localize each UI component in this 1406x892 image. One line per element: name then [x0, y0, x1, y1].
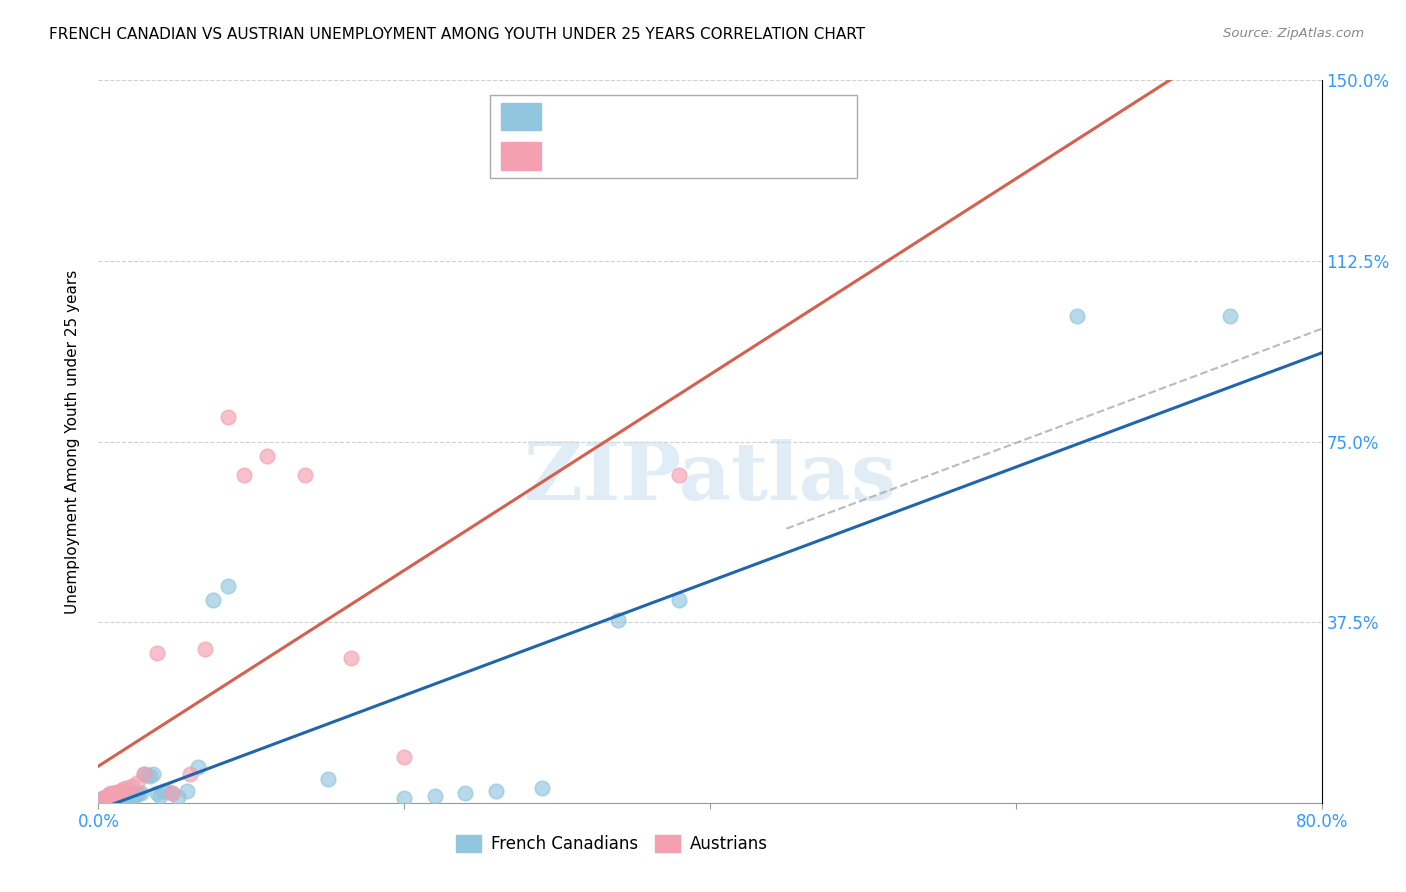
Point — [115, 781, 138, 796]
Point — [121, 787, 143, 801]
Point — [668, 593, 690, 607]
Point — [94, 790, 117, 805]
Point — [139, 769, 162, 783]
Point — [129, 786, 152, 800]
Text: ZIPatlas: ZIPatlas — [524, 439, 896, 516]
Point — [107, 789, 129, 803]
Point — [124, 789, 146, 803]
Point — [100, 786, 122, 800]
Point — [94, 790, 117, 805]
Point — [125, 775, 148, 789]
Legend: French Canadians, Austrians: French Canadians, Austrians — [450, 828, 775, 860]
Point — [98, 787, 121, 801]
Point — [101, 791, 124, 805]
Point — [118, 786, 141, 800]
Point — [97, 789, 120, 803]
Point — [485, 784, 508, 798]
Point — [103, 789, 125, 803]
Text: Source: ZipAtlas.com: Source: ZipAtlas.com — [1223, 27, 1364, 40]
Point — [316, 772, 339, 786]
Point — [156, 784, 179, 798]
Point — [217, 410, 239, 425]
Point — [160, 786, 183, 800]
Point — [100, 790, 122, 805]
Point — [104, 791, 127, 805]
Point — [187, 760, 209, 774]
Y-axis label: Unemployment Among Youth under 25 years: Unemployment Among Youth under 25 years — [65, 269, 80, 614]
Point — [115, 789, 138, 803]
Point — [454, 786, 477, 800]
Point — [256, 449, 278, 463]
Point — [98, 790, 121, 805]
Point — [607, 613, 630, 627]
Point — [194, 641, 217, 656]
Point — [111, 789, 134, 803]
Point — [117, 789, 139, 803]
Point — [93, 791, 115, 805]
Point — [145, 786, 167, 800]
Point — [90, 792, 112, 806]
Point — [142, 767, 165, 781]
Point — [152, 784, 174, 798]
Point — [1066, 310, 1088, 324]
Point — [202, 593, 225, 607]
Point — [134, 767, 156, 781]
Point — [339, 651, 361, 665]
Point — [125, 787, 148, 801]
Point — [392, 750, 416, 764]
Point — [392, 791, 416, 805]
Point — [160, 786, 183, 800]
Point — [149, 789, 172, 803]
Point — [105, 790, 128, 805]
Point — [112, 790, 135, 805]
Point — [108, 784, 131, 798]
Point — [423, 789, 446, 803]
Point — [91, 791, 114, 805]
Point — [145, 647, 167, 661]
Point — [167, 790, 190, 805]
Point — [103, 786, 125, 800]
Point — [530, 781, 553, 796]
Point — [91, 791, 114, 805]
Point — [111, 782, 134, 797]
Point — [179, 767, 201, 781]
Point — [108, 791, 131, 805]
Point — [1219, 310, 1241, 324]
Point — [127, 786, 149, 800]
Point — [136, 768, 159, 782]
Point — [668, 468, 690, 483]
Point — [120, 789, 142, 803]
Point — [105, 785, 128, 799]
Text: FRENCH CANADIAN VS AUSTRIAN UNEMPLOYMENT AMONG YOUTH UNDER 25 YEARS CORRELATION : FRENCH CANADIAN VS AUSTRIAN UNEMPLOYMENT… — [49, 27, 865, 42]
Point — [97, 791, 120, 805]
Point — [232, 468, 254, 483]
Point — [122, 786, 145, 800]
Point — [217, 579, 239, 593]
Point — [294, 468, 316, 483]
Point — [121, 779, 143, 793]
Point — [110, 790, 132, 805]
Point — [176, 784, 198, 798]
Point — [134, 767, 156, 781]
